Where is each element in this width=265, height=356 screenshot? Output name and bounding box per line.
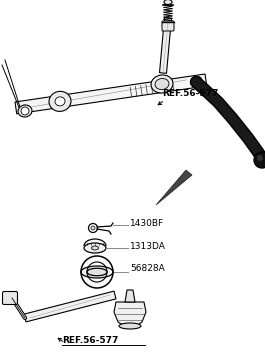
Text: 1313DA: 1313DA bbox=[130, 242, 166, 251]
Circle shape bbox=[89, 224, 98, 232]
Polygon shape bbox=[114, 302, 146, 327]
FancyBboxPatch shape bbox=[2, 292, 17, 304]
Ellipse shape bbox=[18, 105, 32, 117]
Ellipse shape bbox=[155, 78, 169, 89]
Ellipse shape bbox=[91, 246, 99, 250]
Ellipse shape bbox=[164, 0, 172, 5]
FancyBboxPatch shape bbox=[162, 21, 174, 31]
Polygon shape bbox=[125, 290, 135, 302]
Ellipse shape bbox=[49, 91, 71, 111]
Text: REF.56-577: REF.56-577 bbox=[62, 336, 118, 345]
Circle shape bbox=[257, 155, 263, 161]
Circle shape bbox=[91, 226, 95, 230]
Circle shape bbox=[21, 107, 29, 115]
Ellipse shape bbox=[84, 243, 106, 253]
Circle shape bbox=[254, 152, 265, 168]
Ellipse shape bbox=[55, 97, 65, 106]
Text: 1430BF: 1430BF bbox=[130, 219, 164, 228]
Polygon shape bbox=[15, 74, 207, 114]
Ellipse shape bbox=[87, 268, 107, 276]
Polygon shape bbox=[24, 291, 116, 322]
Text: REF.56-577: REF.56-577 bbox=[162, 89, 218, 98]
Ellipse shape bbox=[151, 75, 173, 93]
Polygon shape bbox=[160, 18, 171, 73]
Ellipse shape bbox=[81, 266, 113, 278]
Text: 56828A: 56828A bbox=[130, 264, 165, 273]
Ellipse shape bbox=[192, 77, 202, 85]
Polygon shape bbox=[156, 170, 192, 205]
Ellipse shape bbox=[119, 323, 141, 329]
